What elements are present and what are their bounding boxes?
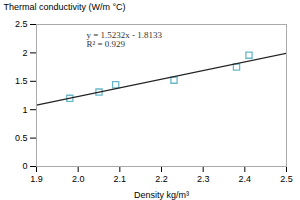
svg-text:2.5: 2.5 [280, 174, 293, 184]
svg-text:2.1: 2.1 [114, 174, 127, 184]
svg-text:2.3: 2.3 [197, 174, 210, 184]
svg-text:0: 0 [22, 161, 27, 171]
svg-text:1.5: 1.5 [15, 76, 28, 86]
svg-text:2.0: 2.0 [72, 174, 85, 184]
svg-text:y = 1.5232x - 1.8133R² = 0.929: y = 1.5232x - 1.8133R² = 0.929 [87, 30, 163, 49]
svg-text:2.4: 2.4 [239, 174, 252, 184]
svg-text:1.9: 1.9 [30, 174, 43, 184]
svg-text:1: 1 [22, 105, 27, 115]
svg-text:2.5: 2.5 [15, 19, 28, 29]
svg-text:Density kg/m³: Density kg/m³ [134, 190, 189, 200]
svg-text:2.2: 2.2 [155, 174, 168, 184]
svg-text:Thermal conductivity (W/m °C): Thermal conductivity (W/m °C) [4, 2, 126, 12]
svg-text:0.5: 0.5 [15, 133, 28, 143]
svg-text:2: 2 [22, 48, 27, 58]
